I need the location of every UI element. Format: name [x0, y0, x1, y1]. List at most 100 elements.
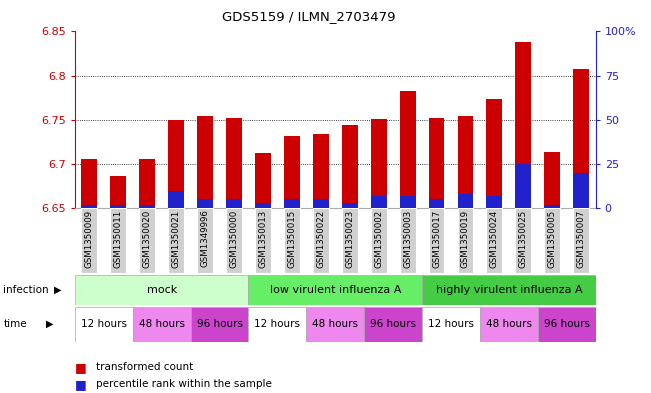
Text: 48 hours: 48 hours: [139, 319, 185, 329]
Text: GSM1350019: GSM1350019: [461, 209, 470, 268]
Text: 12 hours: 12 hours: [428, 319, 474, 329]
Text: GSM1350005: GSM1350005: [547, 209, 557, 268]
Bar: [458, 194, 473, 208]
Text: ■: ■: [75, 378, 87, 391]
Text: GSM1350003: GSM1350003: [403, 209, 412, 268]
Bar: [168, 208, 184, 273]
Bar: [574, 70, 589, 208]
Bar: [574, 173, 589, 208]
Bar: [110, 205, 126, 208]
Text: 96 hours: 96 hours: [544, 319, 590, 329]
Bar: [544, 152, 561, 208]
Text: GSM1350025: GSM1350025: [519, 209, 528, 268]
Bar: [342, 203, 357, 208]
Bar: [516, 42, 531, 208]
Bar: [342, 208, 357, 273]
Bar: [284, 208, 300, 273]
Text: 96 hours: 96 hours: [370, 319, 416, 329]
Bar: [81, 159, 97, 208]
Bar: [133, 307, 191, 342]
Text: GSM1350024: GSM1350024: [490, 209, 499, 268]
Bar: [110, 208, 126, 273]
Text: mock: mock: [146, 285, 177, 295]
Bar: [422, 307, 480, 342]
Bar: [255, 203, 271, 208]
Text: GSM1349996: GSM1349996: [201, 209, 210, 268]
Bar: [400, 91, 415, 208]
Text: 48 hours: 48 hours: [486, 319, 532, 329]
Bar: [370, 196, 387, 208]
Bar: [284, 200, 300, 208]
Bar: [284, 136, 300, 208]
Bar: [428, 208, 445, 273]
Text: GSM1350020: GSM1350020: [143, 209, 152, 268]
Bar: [168, 120, 184, 208]
Text: ▶: ▶: [46, 319, 54, 329]
Bar: [255, 152, 271, 208]
Text: GSM1350011: GSM1350011: [114, 209, 123, 268]
Bar: [110, 176, 126, 208]
Bar: [370, 119, 387, 208]
Bar: [191, 307, 249, 342]
Bar: [428, 200, 445, 208]
Bar: [544, 205, 561, 208]
Text: GSM1350002: GSM1350002: [374, 209, 383, 268]
Bar: [400, 196, 415, 208]
Bar: [428, 118, 445, 208]
Bar: [486, 196, 503, 208]
Bar: [486, 208, 503, 273]
Bar: [249, 275, 422, 305]
Text: GSM1350007: GSM1350007: [577, 209, 586, 268]
Bar: [422, 275, 596, 305]
Text: GSM1350013: GSM1350013: [258, 209, 268, 268]
Bar: [75, 275, 249, 305]
Text: low virulent influenza A: low virulent influenza A: [270, 285, 401, 295]
Text: infection: infection: [3, 285, 49, 295]
Bar: [255, 208, 271, 273]
Text: GDS5159 / ILMN_2703479: GDS5159 / ILMN_2703479: [223, 10, 396, 23]
Bar: [458, 208, 473, 273]
Bar: [197, 116, 213, 208]
Text: 12 hours: 12 hours: [255, 319, 300, 329]
Bar: [574, 208, 589, 273]
Bar: [197, 208, 213, 273]
Bar: [226, 118, 242, 208]
Text: GSM1350022: GSM1350022: [316, 209, 326, 268]
Bar: [81, 208, 97, 273]
Bar: [516, 164, 531, 208]
Text: GSM1350023: GSM1350023: [345, 209, 354, 268]
Text: ■: ■: [75, 361, 87, 374]
Bar: [486, 99, 503, 208]
Text: highly virulent influenza A: highly virulent influenza A: [436, 285, 582, 295]
Bar: [313, 200, 329, 208]
Bar: [538, 307, 596, 342]
Bar: [313, 134, 329, 208]
Bar: [226, 208, 242, 273]
Bar: [516, 208, 531, 273]
Bar: [168, 191, 184, 208]
Text: transformed count: transformed count: [96, 362, 193, 373]
Bar: [75, 307, 133, 342]
Bar: [458, 116, 473, 208]
Bar: [313, 208, 329, 273]
Text: percentile rank within the sample: percentile rank within the sample: [96, 379, 271, 389]
Text: ▶: ▶: [54, 285, 62, 295]
Bar: [139, 208, 155, 273]
Text: GSM1350017: GSM1350017: [432, 209, 441, 268]
Text: GSM1350015: GSM1350015: [287, 209, 296, 268]
Bar: [400, 208, 415, 273]
Text: GSM1350000: GSM1350000: [230, 209, 238, 268]
Bar: [197, 200, 213, 208]
Bar: [342, 125, 357, 208]
Bar: [139, 205, 155, 208]
Bar: [480, 307, 538, 342]
Bar: [544, 208, 561, 273]
Text: GSM1350009: GSM1350009: [85, 209, 94, 268]
Text: 12 hours: 12 hours: [81, 319, 127, 329]
Bar: [249, 307, 307, 342]
Text: 48 hours: 48 hours: [312, 319, 358, 329]
Text: 96 hours: 96 hours: [197, 319, 243, 329]
Bar: [307, 307, 364, 342]
Bar: [226, 200, 242, 208]
Bar: [370, 208, 387, 273]
